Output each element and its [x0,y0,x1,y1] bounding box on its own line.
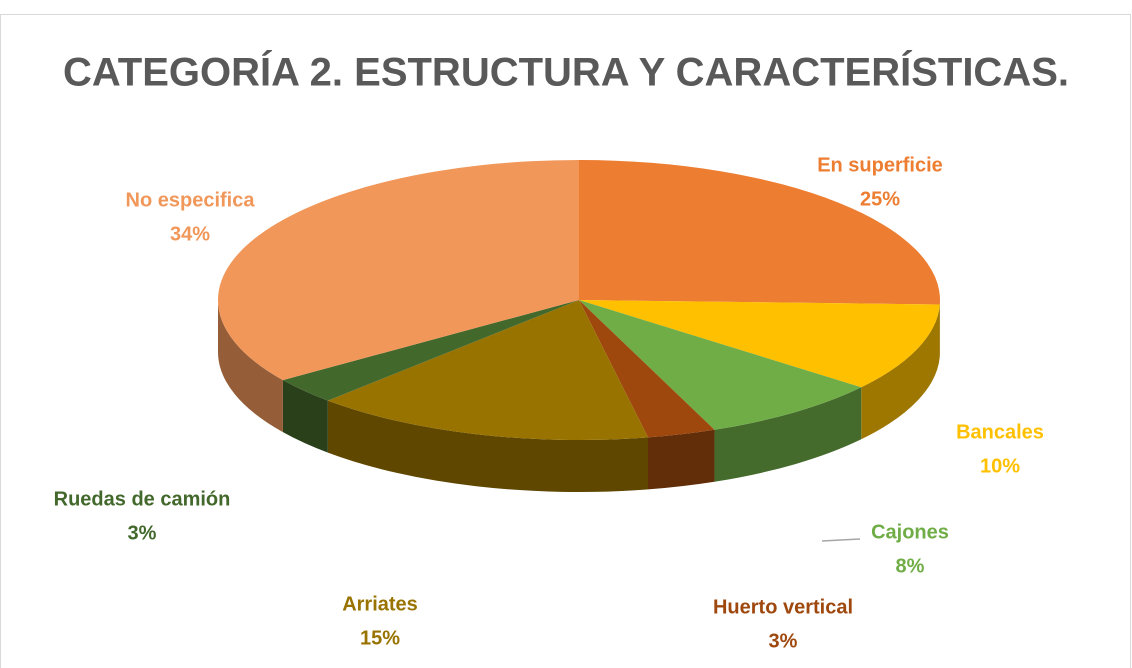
slice-value-label: 3% [128,522,157,544]
slice-label: En superficie [817,154,943,176]
slice-side [327,400,649,492]
slice-label: Arriates [342,593,418,615]
chart-title: CATEGORÍA 2. ESTRUCTURA Y CARACTERÍSTICA… [63,50,1069,95]
slice-label: Bancales [956,421,1044,443]
slice-tops [217,160,940,440]
slice-side [714,387,862,482]
slice-value-label: 3% [769,630,798,652]
slice [282,300,579,401]
slice-value-label: 8% [896,555,925,577]
slice-value-label: 34% [170,223,210,245]
slice [579,300,940,388]
slice [579,300,862,430]
slice [579,300,715,438]
slice-side [218,300,283,433]
slice-value-label: 25% [860,188,900,210]
slice-side [648,429,715,490]
slice-value-label: 15% [360,627,400,649]
leader-line [821,538,861,542]
slice [579,160,940,305]
slice-label: No especifica [126,189,256,211]
slice-sides [218,300,940,492]
slice-label: Ruedas de camión [54,488,231,510]
slice-label: Huerto vertical [713,596,853,618]
slice-side [861,304,940,440]
slice [327,300,649,440]
slice-label: Cajones [871,521,949,543]
slice-value-label: 10% [980,455,1020,477]
slice [217,160,580,381]
slice-side [282,380,328,453]
